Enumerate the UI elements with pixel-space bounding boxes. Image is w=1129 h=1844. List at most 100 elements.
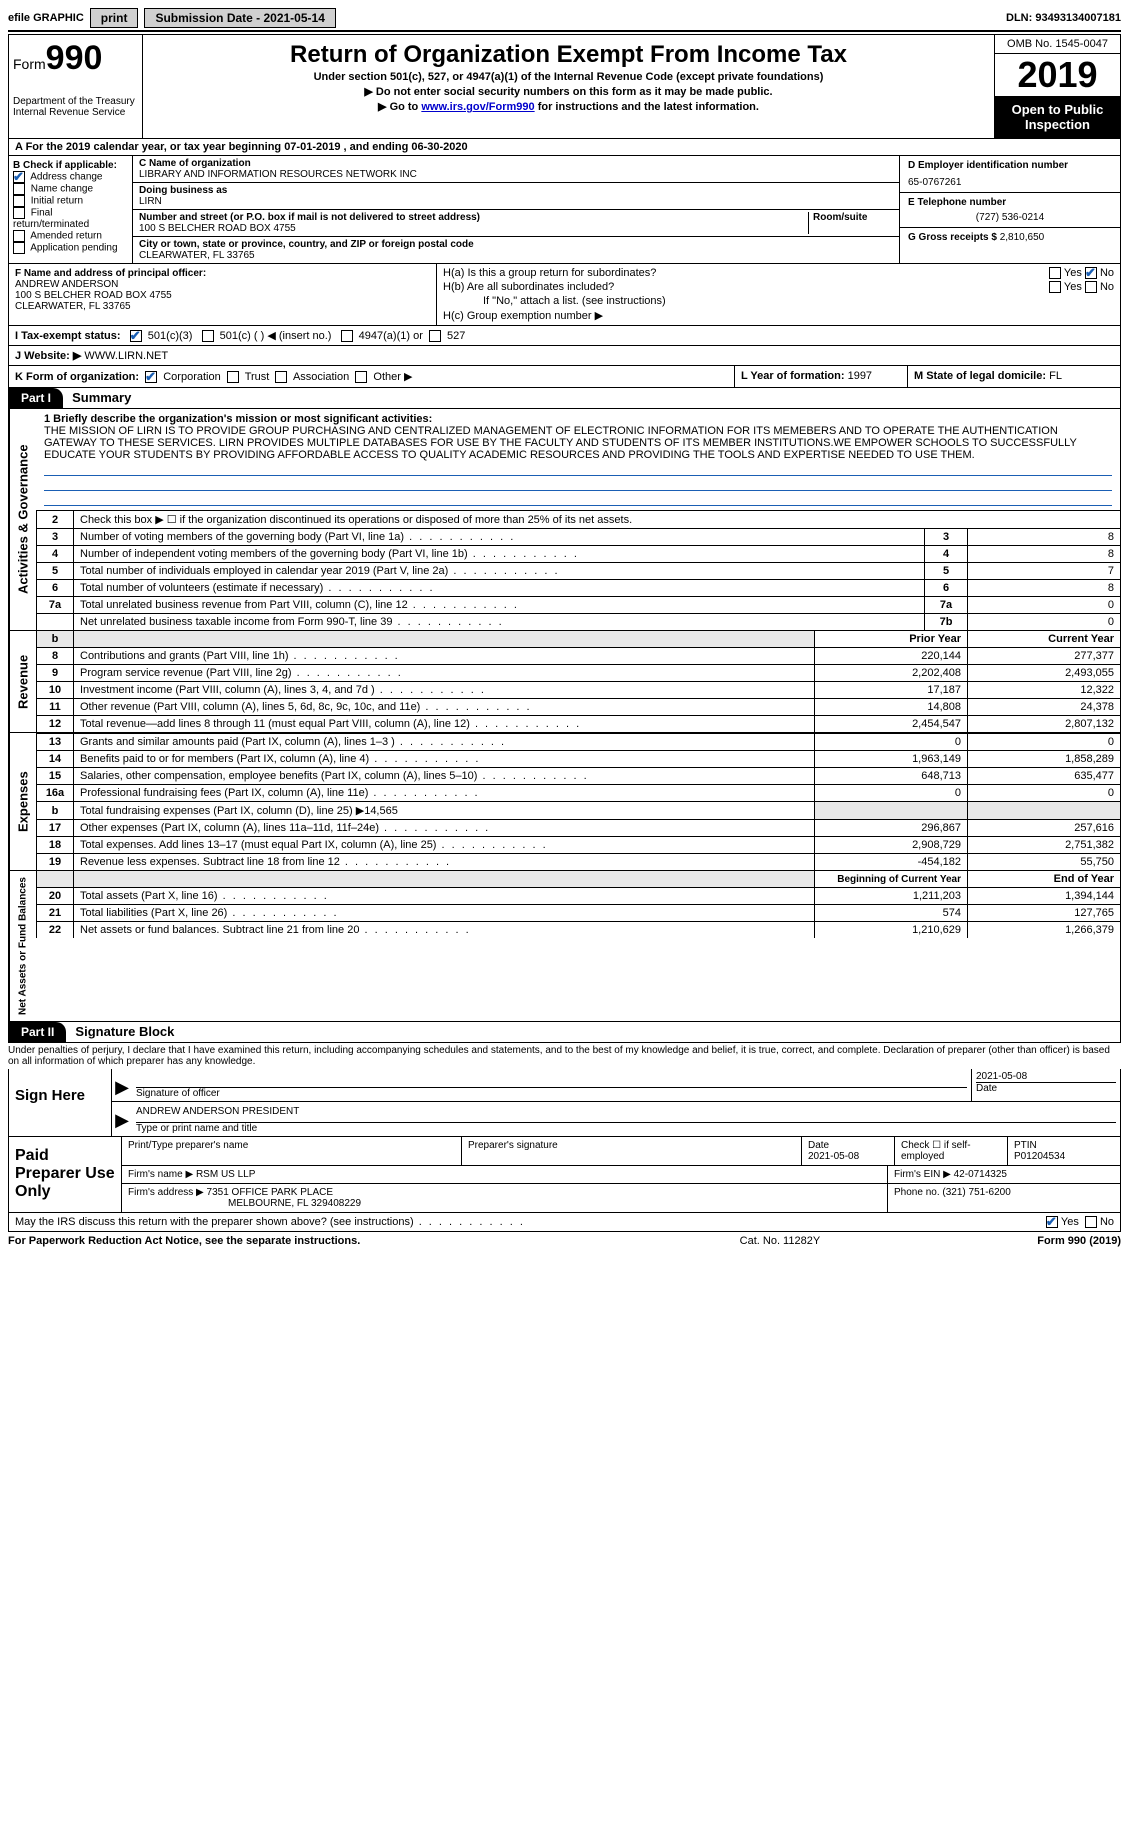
table-row: 4Number of independent voting members of… [37, 546, 1121, 563]
firm-addr1: 7351 OFFICE PARK PLACE [207, 1187, 334, 1198]
paid-preparer-block: Paid Preparer Use Only Print/Type prepar… [8, 1137, 1121, 1213]
4947-checkbox[interactable] [341, 330, 353, 342]
table-row: 14Benefits paid to or for members (Part … [37, 751, 1121, 768]
part2-header-row: Part II Signature Block [8, 1022, 1121, 1043]
mission-text: THE MISSION OF LIRN IS TO PROVIDE GROUP … [44, 425, 1112, 461]
opt-assoc: Association [293, 371, 349, 383]
box-b-checkbox[interactable] [13, 171, 25, 183]
501c3-checkbox[interactable] [130, 330, 142, 342]
website-row: J Website: ▶ WWW.LIRN.NET [8, 346, 1121, 366]
part2-badge: Part II [9, 1022, 66, 1042]
domicile-value: FL [1049, 370, 1062, 382]
box-b-checkbox[interactable] [13, 183, 25, 195]
table-row: 6Total number of volunteers (estimate if… [37, 580, 1121, 597]
period-line: A For the 2019 calendar year, or tax yea… [8, 139, 1121, 156]
table-row: 5Total number of individuals employed in… [37, 563, 1121, 580]
trust-checkbox[interactable] [227, 371, 239, 383]
discuss-yes-checkbox[interactable] [1046, 1216, 1058, 1228]
city-label: City or town, state or province, country… [139, 239, 893, 250]
header-left: Form990 Department of the Treasury Inter… [9, 35, 143, 138]
box-c: C Name of organization LIBRARY AND INFOR… [133, 156, 899, 263]
dln-label: DLN: 93493134007181 [1006, 12, 1121, 24]
table-row: 3Number of voting members of the governi… [37, 529, 1121, 546]
firm-name-value: RSM US LLP [196, 1169, 255, 1180]
netassets-table: Beginning of Current YearEnd of Year 20T… [36, 871, 1120, 938]
table-row: bTotal fundraising expenses (Part IX, co… [37, 802, 1121, 820]
box-m: M State of legal domicile: FL [908, 366, 1120, 387]
sign-here-block: Sign Here ▶ Signature of officer 2021-05… [8, 1069, 1121, 1137]
form-footer-label: Form 990 (2019) [1037, 1235, 1121, 1247]
irs-link[interactable]: www.irs.gov/Form990 [421, 101, 534, 113]
discuss-no-checkbox[interactable] [1085, 1216, 1097, 1228]
governance-table: 2Check this box ▶ ☐ if the organization … [36, 510, 1120, 630]
table-row: 10Investment income (Part VIII, column (… [37, 682, 1121, 699]
hb-no-checkbox[interactable] [1085, 281, 1097, 293]
goto-pre: ▶ Go to [378, 101, 421, 113]
page-footer: For Paperwork Reduction Act Notice, see … [8, 1232, 1121, 1250]
table-row: 7aTotal unrelated business revenue from … [37, 597, 1121, 614]
box-b-checkbox[interactable] [13, 207, 25, 219]
ha-yn: Yes No [1049, 267, 1114, 279]
table-row: 21Total liabilities (Part X, line 26)574… [37, 905, 1121, 922]
cat-number: Cat. No. 11282Y [523, 1235, 1038, 1247]
assoc-checkbox[interactable] [275, 371, 287, 383]
expenses-table: 13Grants and similar amounts paid (Part … [36, 733, 1120, 870]
print-button[interactable]: print [90, 8, 139, 28]
officer-signature-line[interactable] [136, 1071, 967, 1088]
box-b-checkbox[interactable] [13, 195, 25, 207]
box-b-item: Initial return [13, 195, 128, 207]
part2-title: Signature Block [69, 1024, 174, 1039]
efile-label: efile GRAPHIC [8, 12, 84, 24]
sign-here-label: Sign Here [9, 1069, 111, 1136]
expenses-tab: Expenses [9, 733, 36, 870]
form-org-label: K Form of organization: [15, 371, 139, 383]
discuss-question: May the IRS discuss this return with the… [15, 1216, 1046, 1228]
box-b-checkbox[interactable] [13, 242, 25, 254]
discuss-yn: Yes No [1046, 1216, 1114, 1228]
ein-value: 65-0767261 [908, 177, 1112, 188]
form-number: 990 [46, 39, 103, 77]
box-b-header: B Check if applicable: [13, 160, 128, 171]
goto-post: for instructions and the latest informat… [535, 101, 759, 113]
box-b-item: Application pending [13, 242, 128, 254]
ha-yes-checkbox[interactable] [1049, 267, 1061, 279]
dba-label: Doing business as [139, 185, 893, 196]
opt-trust: Trust [245, 371, 270, 383]
501c-checkbox[interactable] [202, 330, 214, 342]
corp-checkbox[interactable] [145, 371, 157, 383]
other-checkbox[interactable] [355, 371, 367, 383]
website-label: J Website: ▶ [15, 349, 81, 362]
department-label: Department of the Treasury Internal Reve… [13, 96, 138, 118]
form-header: Form990 Department of the Treasury Inter… [8, 34, 1121, 139]
year-formation-label: L Year of formation: [741, 370, 845, 382]
ssn-warning: ▶ Do not enter social security numbers o… [147, 85, 990, 98]
submission-date-button[interactable]: Submission Date - 2021-05-14 [144, 8, 335, 28]
netassets-tab: Net Assets or Fund Balances [9, 871, 36, 1021]
sign-date-label: Date [976, 1082, 1116, 1094]
box-h: H(a) Is this a group return for subordin… [437, 264, 1120, 325]
form-subtitle: Under section 501(c), 527, or 4947(a)(1)… [147, 71, 990, 83]
form-title: Return of Organization Exempt From Incom… [147, 41, 990, 69]
box-b-checkbox[interactable] [13, 230, 25, 242]
gross-label: G Gross receipts $ [908, 232, 997, 243]
blank-line [44, 493, 1112, 506]
governance-section: Activities & Governance 1 Briefly descri… [8, 409, 1121, 631]
org-name-label: C Name of organization [139, 158, 893, 169]
table-row: 16aProfessional fundraising fees (Part I… [37, 785, 1121, 802]
officer-signature-label: Signature of officer [136, 1088, 967, 1099]
revenue-tab: Revenue [9, 631, 36, 732]
527-checkbox[interactable] [429, 330, 441, 342]
box-k: K Form of organization: Corporation Trus… [9, 366, 735, 387]
org-name: LIBRARY AND INFORMATION RESOURCES NETWOR… [139, 169, 893, 180]
gross-value: 2,810,650 [1000, 232, 1045, 243]
preparer-sig-label: Preparer's signature [468, 1140, 795, 1151]
firm-addr-label: Firm's address ▶ [128, 1187, 204, 1198]
table-row: 18Total expenses. Add lines 13–17 (must … [37, 837, 1121, 854]
part1-header-row: Part I Summary [8, 388, 1121, 409]
blank-line [44, 463, 1112, 476]
mission-prompt: 1 Briefly describe the organization's mi… [44, 413, 1112, 425]
table-row: 12Total revenue—add lines 8 through 11 (… [37, 716, 1121, 733]
phone-value: (727) 536-0214 [908, 212, 1112, 223]
hb-yes-checkbox[interactable] [1049, 281, 1061, 293]
ha-no-checkbox[interactable] [1085, 267, 1097, 279]
